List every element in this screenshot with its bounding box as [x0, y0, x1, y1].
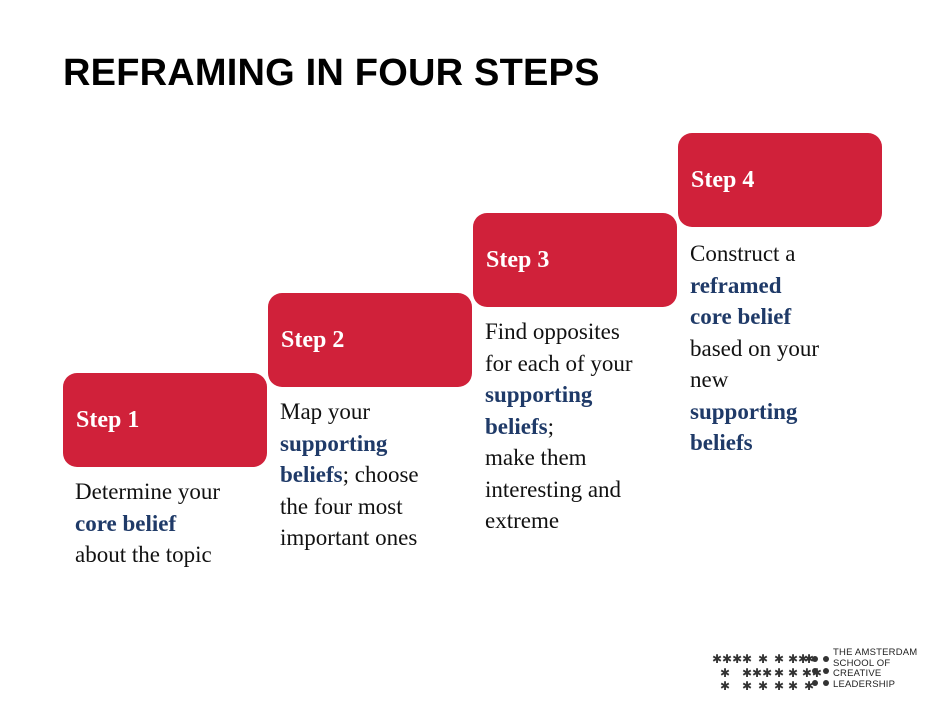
logo-text: THE AMSTERDAM SCHOOL OF CREATIVE LEADERS… [833, 647, 918, 690]
text-segment: make them [485, 445, 587, 470]
step-text-line: extreme [485, 505, 681, 537]
step-text-line: beliefs [690, 427, 886, 459]
step-4-box: Step 4 [678, 133, 882, 227]
step-4-label: Step 4 [691, 166, 755, 193]
step-text-line: based on your [690, 333, 886, 365]
svg-text:✱: ✱ [720, 679, 730, 693]
logo-line: LEADERSHIP [833, 678, 896, 690]
step-2-label: Step 2 [281, 326, 345, 353]
step-text-line: Map your [280, 396, 476, 428]
logo-line: SCHOOL OF [833, 657, 891, 669]
text-segment: Find opposites [485, 319, 620, 344]
svg-text:✱: ✱ [774, 679, 784, 693]
text-segment: the four most [280, 493, 403, 519]
step-3-label: Step 3 [486, 246, 550, 273]
svg-text:✱: ✱ [788, 679, 798, 693]
step-text-line: Find opposites [485, 316, 681, 348]
step-text-line: interesting and [485, 474, 681, 506]
svg-text:✱✱✱: ✱✱✱ [742, 666, 772, 680]
step-text-line: reframed [690, 270, 886, 302]
step-text-line: Determine your [75, 476, 271, 508]
svg-text:✱: ✱ [774, 652, 784, 666]
text-segment: Determine your [75, 479, 220, 504]
highlight-term: supporting [280, 430, 388, 456]
step-text-line: supporting [485, 379, 681, 411]
svg-text:✱: ✱ [758, 652, 768, 666]
step-2-text: Map your supporting beliefs; choose the fou… [280, 396, 476, 554]
svg-text:✱: ✱ [774, 666, 784, 680]
step-1-label: Step 1 [76, 406, 140, 433]
logo-line: CREATIVE [833, 668, 882, 679]
highlight-term: beliefs [690, 430, 753, 455]
text-segment: about the topic [75, 542, 212, 567]
step-3-text: Find opposites for each of your supporting… [485, 316, 681, 537]
text-segment: for each of your [485, 350, 633, 376]
think-logo-mark: ✱✱✱ ✱ ✱ ✱ ✱ ✱✱✱ ✱ ✱ ✱ ✱ ✱ ✱✱ ✱ ✱ ✱✱ ✱ ✱ [712, 652, 829, 693]
text-segment: extreme [485, 508, 560, 533]
step-text-line: the four most [280, 491, 476, 523]
svg-text:✱✱: ✱✱ [788, 652, 808, 666]
text-segment: new [690, 367, 729, 392]
svg-text:✱: ✱ [720, 666, 730, 680]
logo-line: THE AMSTERDAM [833, 647, 918, 658]
highlight-term: beliefs [280, 462, 343, 487]
step-text-line: Construct a [690, 238, 886, 270]
text-segment: ; choose [342, 462, 419, 487]
svg-text:✱: ✱ [758, 679, 768, 693]
text-segment: Construct a [690, 241, 796, 266]
svg-text:✱: ✱ [742, 679, 752, 693]
highlight-term: beliefs [485, 413, 548, 439]
svg-text:✱: ✱ [804, 652, 814, 666]
step-text-line: beliefs; choose [280, 459, 476, 491]
step-text-line: supporting [280, 428, 476, 460]
text-segment: interesting and [485, 476, 622, 502]
step-text-line: core belief [75, 508, 271, 540]
highlight-term: reframed [690, 272, 782, 298]
text-segment: Map your [280, 399, 371, 424]
step-text-line: make them [485, 442, 681, 474]
step-1-box: Step 1 [63, 373, 267, 467]
slide-title: REFRAMING IN FOUR STEPS [63, 52, 600, 94]
text-segment: based on your [690, 335, 820, 361]
step-1-text: Determine your core belief about the topic [75, 476, 271, 571]
highlight-term: supporting [690, 398, 798, 424]
step-text-line: important ones [280, 522, 476, 554]
text-segment: important ones [280, 525, 418, 550]
svg-text:✱✱✱: ✱✱✱ [712, 652, 742, 666]
step-text-line: core belief [690, 301, 886, 333]
step-text-line: for each of your [485, 348, 681, 380]
text-segment: ; [547, 413, 554, 439]
svg-text:✱: ✱ [804, 679, 814, 693]
highlight-term: core belief [75, 510, 177, 536]
svg-text:✱: ✱ [742, 652, 752, 666]
step-text-line: new [690, 364, 886, 396]
step-text-line: about the topic [75, 539, 271, 571]
step-2-box: Step 2 [268, 293, 472, 387]
step-text-line: supporting [690, 396, 886, 428]
step-text-line: beliefs; [485, 411, 681, 443]
highlight-term: core belief [690, 304, 792, 329]
highlight-term: supporting [485, 382, 593, 407]
step-4-text: Construct a reframed core belief based on y… [690, 238, 886, 459]
step-3-box: Step 3 [473, 213, 677, 307]
